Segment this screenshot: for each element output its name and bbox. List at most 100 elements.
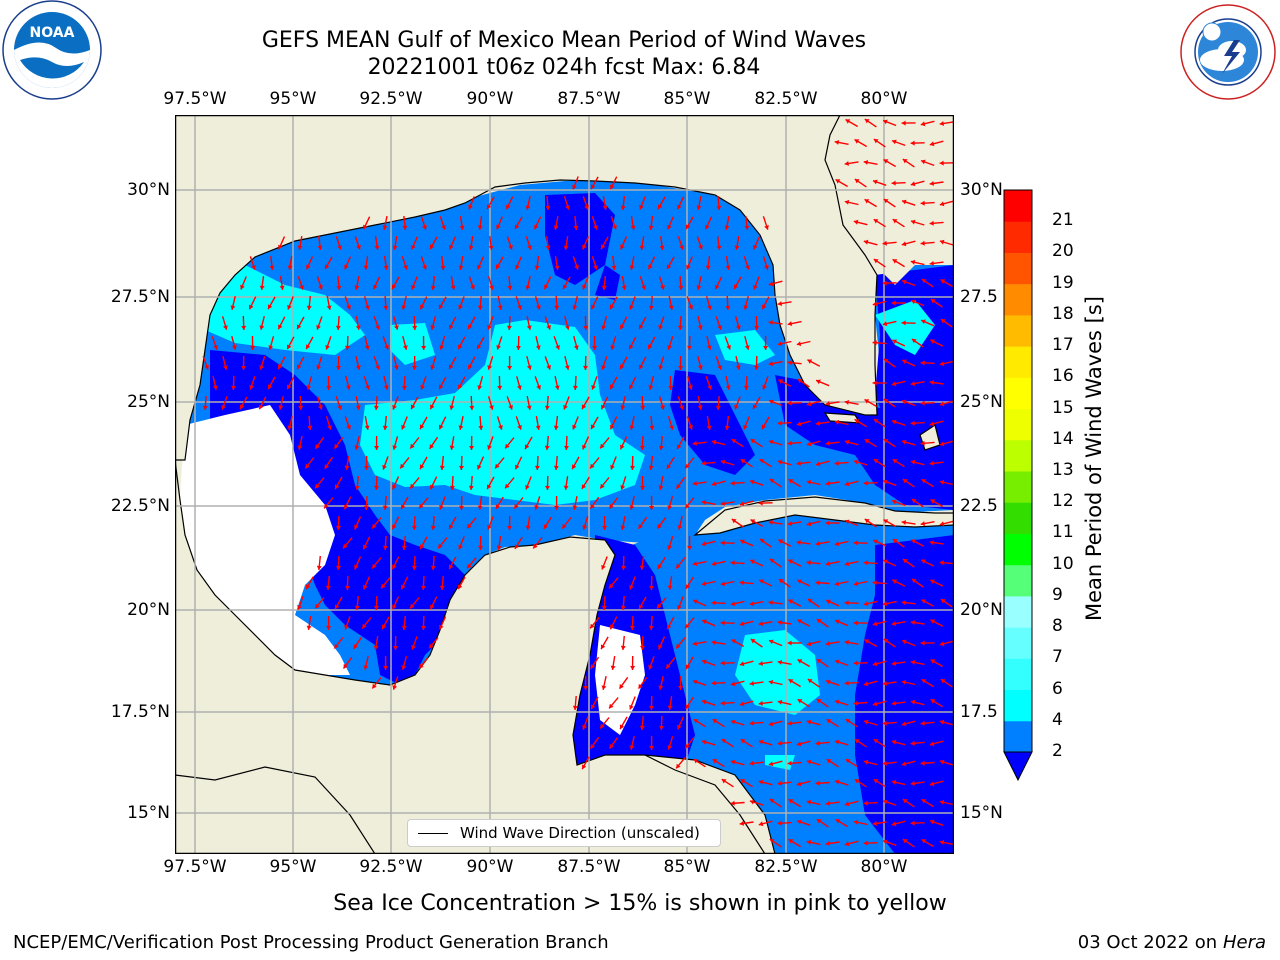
wind-wave-arrowhead [939, 719, 945, 725]
wind-wave-arrowhead [391, 284, 397, 290]
wind-wave-arrowhead [527, 245, 532, 250]
wind-wave-arrowhead [873, 739, 879, 744]
wind-wave-arrowhead [582, 444, 587, 450]
wind-wave-arrowhead [410, 483, 415, 489]
wind-wave-arrowhead [583, 325, 589, 330]
wind-wave-arrowhead [477, 225, 483, 230]
wind-wave-arrowhead [287, 344, 292, 350]
wind-wave-arrowhead [658, 365, 664, 370]
wind-wave-arrowhead [892, 499, 897, 505]
wind-wave-arrowhead [430, 525, 436, 530]
wind-wave-arrowhead [762, 385, 767, 390]
wind-wave-arrowhead [344, 465, 350, 470]
lon-tick-top: 80°W [860, 89, 908, 109]
wind-wave-arrowhead [768, 281, 774, 287]
wind-wave-arrowhead [844, 400, 850, 405]
wind-wave-arrowhead [601, 285, 607, 290]
wind-wave-arrowhead [759, 539, 765, 544]
wind-wave-arrowhead [259, 404, 264, 410]
wind-wave-arrowhead [572, 424, 577, 430]
colorbar-segment [1004, 720, 1032, 753]
wind-wave-arrowhead [716, 205, 722, 210]
wind-wave-arrowhead [711, 640, 716, 645]
wind-wave-arrowhead [768, 439, 774, 445]
wind-wave-arrowhead [420, 544, 425, 550]
wind-wave-arrowhead [768, 761, 774, 767]
wind-wave-arrowhead [883, 159, 889, 164]
wind-wave-arrowhead [600, 244, 606, 250]
wind-wave-arrowhead [610, 624, 615, 630]
wind-wave-arrowhead [563, 404, 568, 410]
wind-wave-arrowhead [939, 361, 945, 367]
wind-wave-arrowhead [769, 639, 774, 645]
legend-line-icon [418, 832, 448, 834]
sea-ice-note: Sea Ice Concentration > 15% is shown in … [333, 891, 947, 916]
wind-wave-arrowhead [758, 821, 764, 827]
wind-wave-arrowhead [920, 121, 926, 127]
wind-wave-arrowhead [939, 479, 945, 485]
wind-wave-arrowhead [777, 660, 783, 665]
wind-wave-arrowhead [458, 544, 463, 550]
wind-wave-arrowhead [381, 583, 386, 589]
wind-wave-arrowhead [788, 479, 794, 484]
wind-wave-arrowhead [825, 561, 831, 567]
wind-wave-arrowhead [657, 204, 663, 210]
wind-wave-arrowhead [697, 405, 703, 410]
wind-wave-arrowhead [758, 621, 764, 626]
wind-wave-arrowhead [629, 344, 634, 350]
wind-wave-arrowhead [612, 225, 617, 230]
wind-wave-arrowhead [721, 779, 727, 784]
colorbar-segment [1004, 190, 1032, 222]
wind-wave-arrowhead [883, 119, 888, 125]
wind-wave-arrowhead [241, 366, 247, 370]
wind-wave-arrowhead [525, 285, 531, 290]
wind-wave-arrowhead [693, 599, 698, 604]
wind-wave-arrowhead [401, 625, 407, 630]
gulf-map [175, 115, 954, 854]
wind-wave-arrowhead [834, 739, 840, 745]
wind-wave-arrowhead [892, 259, 898, 264]
wind-wave-arrowhead [920, 760, 925, 766]
wind-wave-arrowhead [891, 419, 897, 425]
wind-wave-arrowhead [517, 385, 522, 390]
wind-wave-arrowhead [744, 225, 750, 230]
wind-wave-arrowhead [902, 479, 908, 484]
wind-wave-arrowhead [619, 684, 624, 689]
wind-wave-arrowhead [259, 325, 265, 330]
wind-wave-arrowhead [640, 405, 646, 410]
wind-wave-arrowhead [796, 781, 802, 787]
wind-wave-arrowhead [692, 480, 697, 486]
colorbar-segment [1004, 252, 1032, 285]
wind-wave-arrowhead [582, 284, 587, 290]
wind-wave-arrowhead [666, 464, 672, 469]
wind-wave-arrowhead [720, 660, 725, 666]
wind-wave-arrowhead [921, 159, 926, 165]
wind-wave-arrowhead [730, 480, 735, 486]
wind-wave-arrowhead [609, 304, 615, 310]
noaa-logo-icon: NOAA [2, 0, 102, 100]
colorbar-tick-label: 9 [1052, 584, 1063, 605]
wind-wave-arrowhead [334, 604, 340, 610]
wind-wave-arrowhead [711, 680, 716, 686]
wind-wave-arrowhead [545, 485, 550, 490]
wind-wave-arrowhead [929, 380, 934, 385]
wind-wave-arrowhead [744, 345, 750, 350]
wind-wave-arrowhead [910, 780, 915, 786]
wind-wave-arrowhead [864, 519, 870, 524]
wind-wave-arrowhead [355, 365, 361, 370]
wind-wave-arrowhead [806, 441, 812, 447]
wind-wave-arrowhead [778, 379, 784, 384]
wind-wave-arrowhead [344, 624, 349, 630]
wind-wave-arrowhead [609, 503, 614, 509]
wind-wave-arrowhead [920, 640, 925, 646]
wind-wave-arrowhead [410, 443, 415, 449]
wind-wave-arrowhead [863, 681, 869, 687]
wind-wave-arrowhead [902, 839, 908, 844]
wind-wave-arrowhead [582, 764, 587, 770]
wind-wave-arrowhead [796, 741, 802, 747]
lon-tick-bottom: 97.5°W [163, 857, 227, 877]
wind-wave-arrowhead [660, 285, 665, 290]
wind-wave-arrowhead [648, 465, 654, 470]
wind-wave-arrowhead [222, 365, 228, 370]
wind-wave-arrowhead [562, 284, 568, 290]
